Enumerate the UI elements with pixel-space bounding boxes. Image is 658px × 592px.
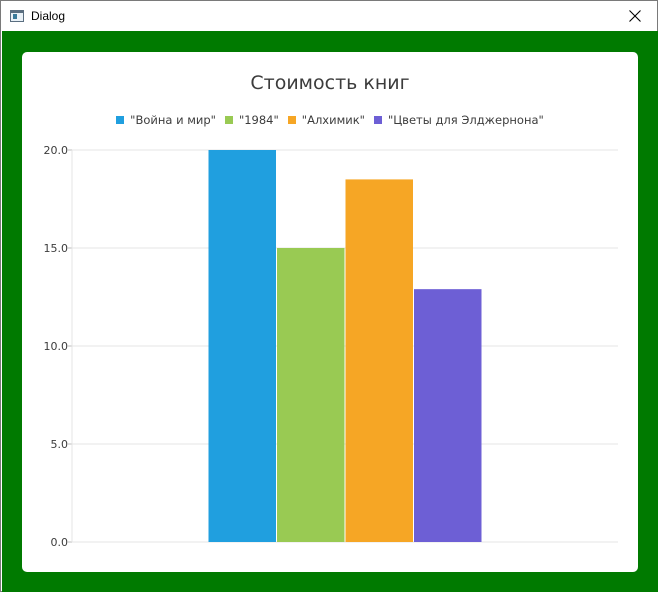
legend-swatch bbox=[373, 116, 382, 124]
bar bbox=[414, 289, 482, 542]
window-title: Dialog bbox=[31, 9, 66, 23]
legend-label: "Война и мир" bbox=[130, 113, 216, 127]
legend-label: "1984" bbox=[238, 113, 279, 127]
legend-swatch bbox=[116, 116, 125, 124]
close-icon bbox=[629, 10, 641, 22]
legend-item: "Алхимик" bbox=[287, 113, 365, 127]
app-window-icon bbox=[10, 10, 24, 22]
legend-label: "Алхимик" bbox=[301, 113, 365, 127]
chart-title: Стоимость книг bbox=[250, 72, 410, 94]
legend-item: "1984" bbox=[224, 113, 279, 127]
y-tick-label: 10.0 bbox=[44, 340, 69, 353]
legend-item: "Цветы для Элджернона" bbox=[373, 113, 544, 127]
legend-swatch bbox=[287, 116, 296, 124]
chart-plot: 20.0 15.0 10.0 5.0 0.0 bbox=[44, 144, 618, 549]
legend-swatch bbox=[224, 116, 233, 124]
close-button[interactable] bbox=[613, 1, 657, 31]
legend-item: "Война и мир" bbox=[116, 113, 216, 127]
chart-legend: "Война и мир" "1984" "Алхимик" "Цветы для Э… bbox=[22, 113, 638, 127]
title-bar[interactable]: Dialog bbox=[1, 1, 657, 31]
y-tick-label: 20.0 bbox=[44, 144, 69, 157]
legend-label: "Цветы для Элджернона" bbox=[387, 113, 544, 127]
y-tick-label: 5.0 bbox=[51, 438, 69, 451]
y-tick-label: 0.0 bbox=[51, 536, 69, 549]
bar bbox=[345, 179, 413, 542]
chart-panel: Стоимость книг "Война и мир" "1984" "Алхим… bbox=[22, 52, 638, 572]
dialog-content: Стоимость книг "Война и мир" "1984" "Алхим… bbox=[2, 31, 658, 592]
bar bbox=[277, 248, 345, 542]
bar bbox=[208, 150, 276, 542]
y-tick-label: 15.0 bbox=[44, 242, 69, 255]
